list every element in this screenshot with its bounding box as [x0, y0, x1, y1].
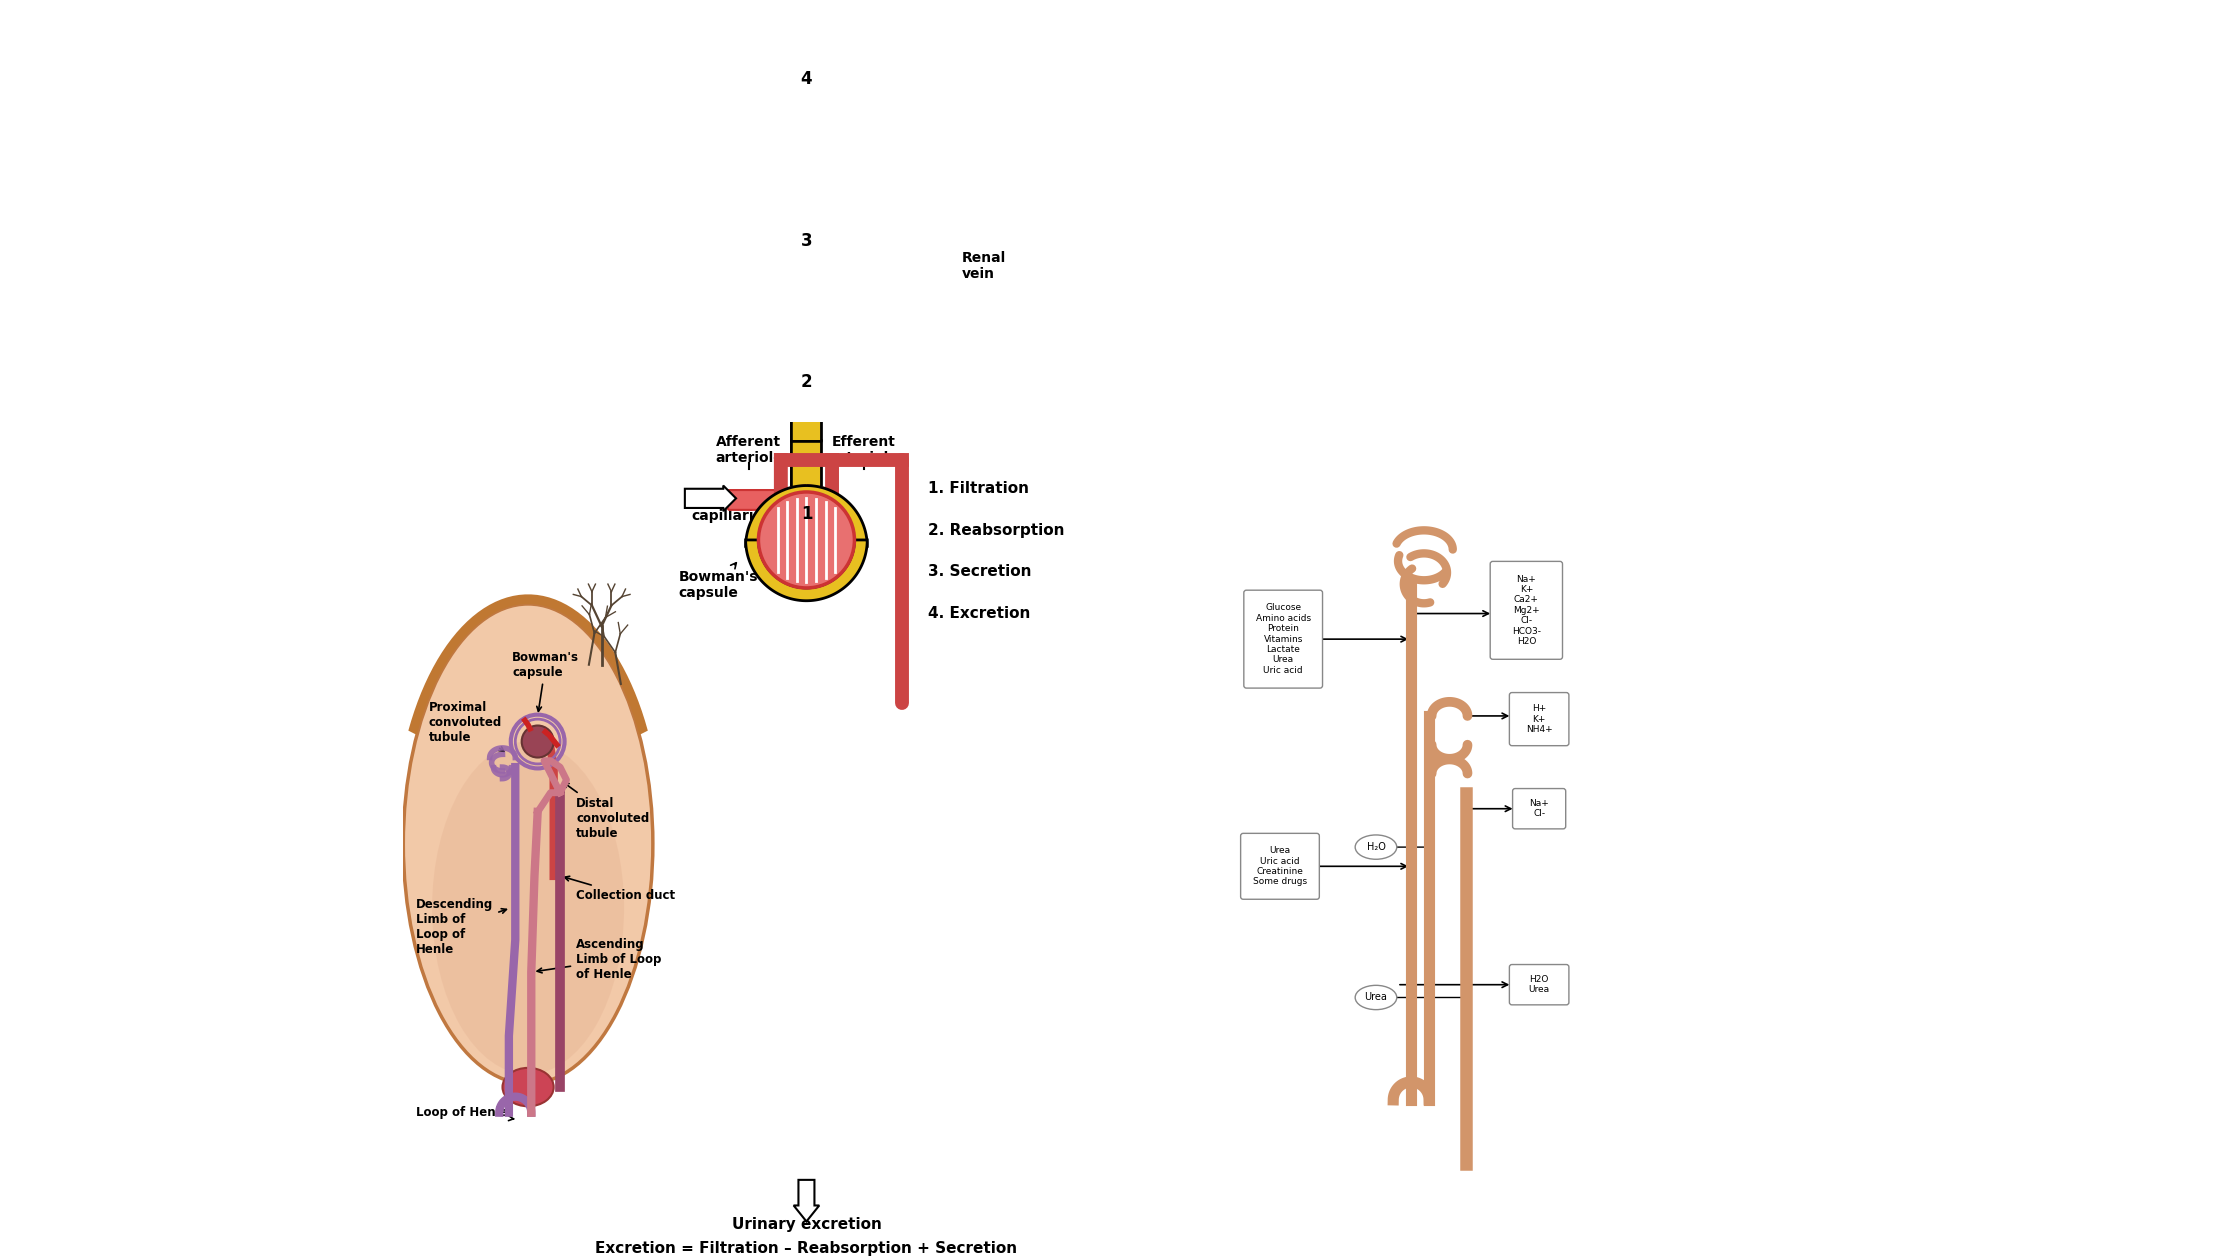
- Text: Urea: Urea: [1364, 993, 1387, 1003]
- Text: 4: 4: [800, 69, 813, 88]
- Ellipse shape: [1355, 835, 1398, 859]
- Polygon shape: [408, 595, 647, 735]
- Circle shape: [759, 491, 853, 588]
- Ellipse shape: [862, 202, 907, 278]
- Circle shape: [522, 726, 553, 757]
- Text: Urea
Uric acid
Creatinine
Some drugs: Urea Uric acid Creatinine Some drugs: [1252, 847, 1308, 886]
- Text: 1. Filtration: 1. Filtration: [927, 481, 1028, 496]
- Text: 3. Secretion: 3. Secretion: [927, 564, 1033, 580]
- Text: Na+
K+
Ca2+
Mg2+
Cl-
HCO3-
H2O: Na+ K+ Ca2+ Mg2+ Cl- HCO3- H2O: [1512, 575, 1541, 646]
- Text: Bowman's
capsule: Bowman's capsule: [513, 650, 580, 712]
- Text: 2: 2: [800, 373, 813, 391]
- Text: Bowman's
capsule: Bowman's capsule: [679, 563, 757, 600]
- Polygon shape: [746, 485, 867, 547]
- Text: H+
K+
NH4+: H+ K+ NH4+: [1525, 704, 1552, 735]
- Text: Na+
Cl-: Na+ Cl-: [1530, 799, 1550, 819]
- Text: 3: 3: [800, 232, 813, 249]
- Ellipse shape: [502, 1068, 553, 1106]
- FancyBboxPatch shape: [791, 323, 822, 441]
- Text: 1: 1: [800, 505, 813, 523]
- FancyBboxPatch shape: [791, 440, 822, 588]
- Text: Renal
vein: Renal vein: [961, 251, 1006, 281]
- FancyBboxPatch shape: [791, 0, 822, 159]
- Text: Excretion = Filtration – Reabsorption + Secretion: Excretion = Filtration – Reabsorption + …: [596, 1241, 1017, 1256]
- Text: H₂O: H₂O: [1366, 842, 1384, 852]
- Text: Ascending
Limb of Loop
of Henle: Ascending Limb of Loop of Henle: [538, 937, 661, 980]
- Ellipse shape: [1355, 985, 1398, 1009]
- FancyBboxPatch shape: [1512, 789, 1566, 829]
- Text: 2. Reabsorption: 2. Reabsorption: [927, 523, 1064, 538]
- FancyBboxPatch shape: [1241, 833, 1319, 900]
- Text: Glucose
Amino acids
Protein
Vitamins
Lactate
Urea
Uric acid: Glucose Amino acids Protein Vitamins Lac…: [1257, 604, 1310, 675]
- Text: Proximal
convoluted
tubule: Proximal convoluted tubule: [428, 701, 504, 751]
- Text: Efferent
arteriole: Efferent arteriole: [831, 435, 898, 465]
- Text: Afferent
arteriole: Afferent arteriole: [715, 435, 782, 465]
- FancyBboxPatch shape: [1490, 562, 1564, 659]
- FancyBboxPatch shape: [791, 158, 822, 324]
- Text: Loop of Henle: Loop of Henle: [417, 1106, 513, 1120]
- FancyArrow shape: [936, 276, 968, 295]
- FancyBboxPatch shape: [1243, 590, 1322, 688]
- FancyBboxPatch shape: [1510, 965, 1568, 1004]
- FancyArrow shape: [793, 1179, 820, 1221]
- Text: Descending
Limb of
Loop of
Henle: Descending Limb of Loop of Henle: [417, 898, 506, 956]
- Ellipse shape: [403, 604, 652, 1084]
- Text: H2O
Urea: H2O Urea: [1528, 975, 1550, 994]
- Text: Distal
convoluted
tubule: Distal convoluted tubule: [564, 782, 650, 840]
- Text: Glomerular
capillaries: Glomerular capillaries: [692, 493, 784, 532]
- FancyBboxPatch shape: [1510, 693, 1568, 746]
- Text: 4. Excretion: 4. Excretion: [927, 606, 1030, 621]
- Polygon shape: [746, 541, 867, 601]
- FancyArrow shape: [685, 485, 737, 512]
- Text: Urinary excretion: Urinary excretion: [732, 1217, 880, 1232]
- Text: Collection duct: Collection duct: [564, 876, 674, 902]
- Ellipse shape: [432, 742, 625, 1075]
- FancyBboxPatch shape: [728, 490, 782, 510]
